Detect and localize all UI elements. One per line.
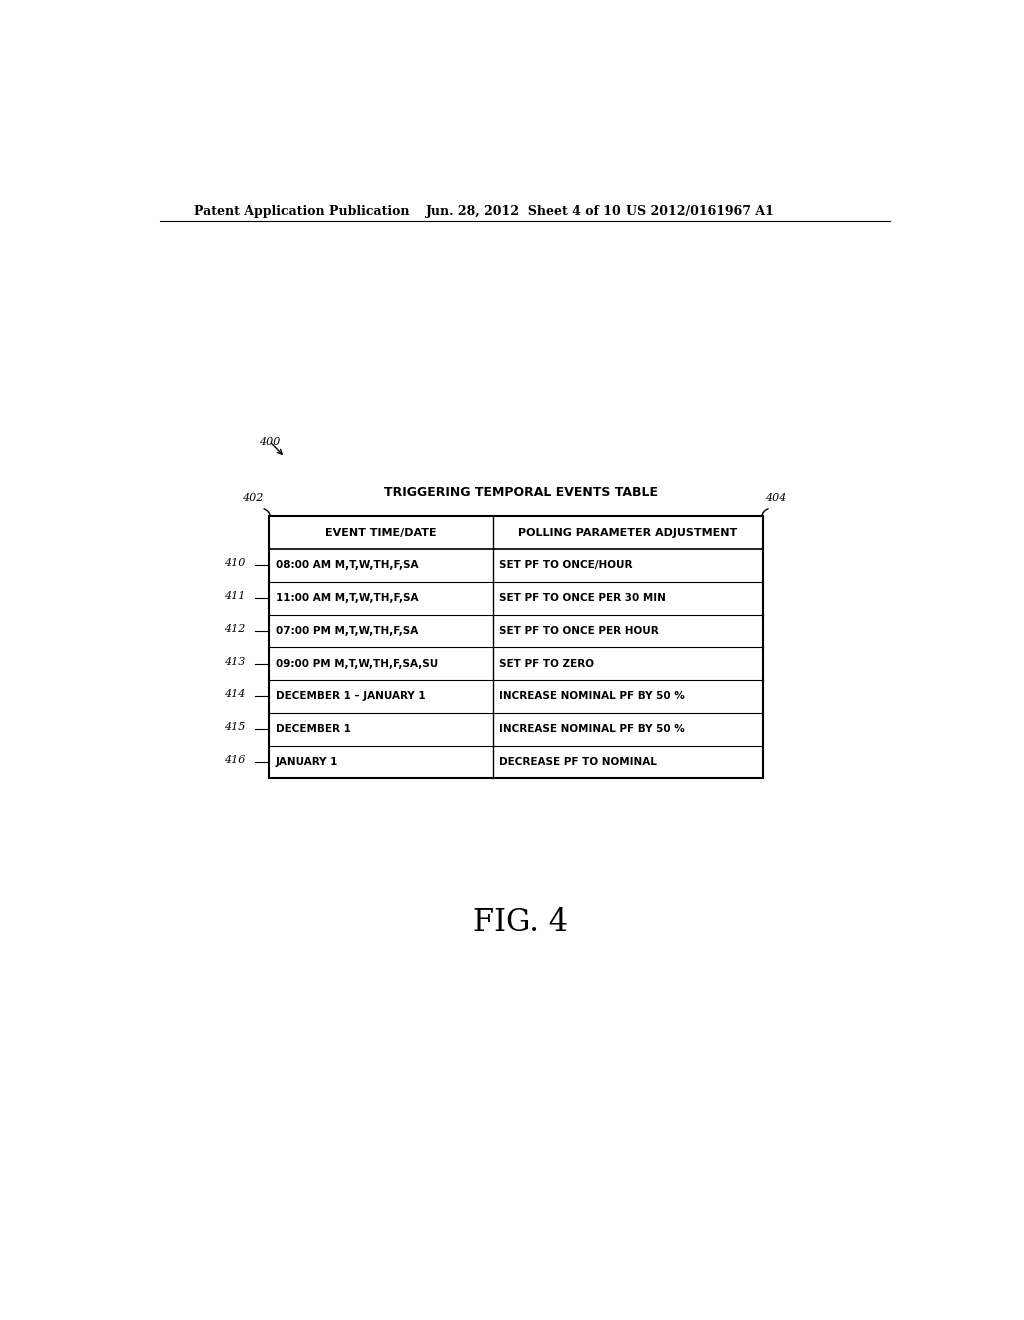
Text: JANUARY 1: JANUARY 1 xyxy=(275,756,338,767)
Text: TRIGGERING TEMPORAL EVENTS TABLE: TRIGGERING TEMPORAL EVENTS TABLE xyxy=(384,486,657,499)
Text: SET PF TO ONCE/HOUR: SET PF TO ONCE/HOUR xyxy=(500,561,633,570)
Text: FIG. 4: FIG. 4 xyxy=(473,907,568,939)
Text: 400: 400 xyxy=(259,437,281,447)
Text: 413: 413 xyxy=(224,656,246,667)
Text: DECEMBER 1: DECEMBER 1 xyxy=(275,725,350,734)
Text: 415: 415 xyxy=(224,722,246,733)
Text: INCREASE NOMINAL PF BY 50 %: INCREASE NOMINAL PF BY 50 % xyxy=(500,725,685,734)
Text: Jun. 28, 2012  Sheet 4 of 10: Jun. 28, 2012 Sheet 4 of 10 xyxy=(426,205,622,218)
Text: SET PF TO ONCE PER 30 MIN: SET PF TO ONCE PER 30 MIN xyxy=(500,593,667,603)
Text: 411: 411 xyxy=(224,591,246,601)
Text: DECREASE PF TO NOMINAL: DECREASE PF TO NOMINAL xyxy=(500,756,657,767)
Text: Patent Application Publication: Patent Application Publication xyxy=(194,205,410,218)
Text: INCREASE NOMINAL PF BY 50 %: INCREASE NOMINAL PF BY 50 % xyxy=(500,692,685,701)
Text: SET PF TO ZERO: SET PF TO ZERO xyxy=(500,659,594,669)
Text: 09:00 PM M,T,W,TH,F,SA,SU: 09:00 PM M,T,W,TH,F,SA,SU xyxy=(275,659,438,669)
Text: 11:00 AM M,T,W,TH,F,SA: 11:00 AM M,T,W,TH,F,SA xyxy=(275,593,418,603)
Text: 07:00 PM M,T,W,TH,F,SA: 07:00 PM M,T,W,TH,F,SA xyxy=(275,626,418,636)
Text: 404: 404 xyxy=(765,492,786,503)
Text: 08:00 AM M,T,W,TH,F,SA: 08:00 AM M,T,W,TH,F,SA xyxy=(275,561,418,570)
Text: 412: 412 xyxy=(224,624,246,634)
Text: 410: 410 xyxy=(224,558,246,569)
Text: POLLING PARAMETER ADJUSTMENT: POLLING PARAMETER ADJUSTMENT xyxy=(518,528,737,537)
Text: 416: 416 xyxy=(224,755,246,766)
Text: DECEMBER 1 – JANUARY 1: DECEMBER 1 – JANUARY 1 xyxy=(275,692,425,701)
Text: 414: 414 xyxy=(224,689,246,700)
Bar xyxy=(269,516,763,779)
Text: EVENT TIME/DATE: EVENT TIME/DATE xyxy=(326,528,437,537)
Text: 402: 402 xyxy=(242,492,263,503)
Text: SET PF TO ONCE PER HOUR: SET PF TO ONCE PER HOUR xyxy=(500,626,659,636)
Text: US 2012/0161967 A1: US 2012/0161967 A1 xyxy=(627,205,774,218)
